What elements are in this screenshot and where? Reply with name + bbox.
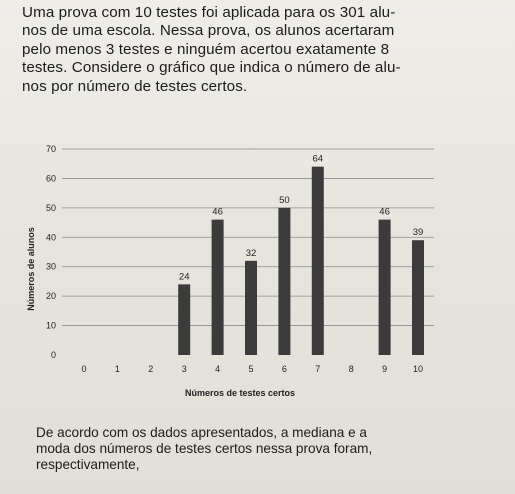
question-line: nos por número de testes certos. bbox=[22, 77, 248, 95]
prompt-line: moda dos números de testes certos nessa … bbox=[36, 441, 373, 457]
x-tick-label: 10 bbox=[413, 364, 423, 374]
y-tick-label: 0 bbox=[51, 350, 56, 360]
question-line: nos de uma escola. Nessa prova, os aluno… bbox=[22, 22, 395, 40]
bars bbox=[178, 166, 424, 355]
x-tick-label: 8 bbox=[349, 364, 354, 374]
bar-chart-svg: 0 10 20 30 40 50 60 70 0 1 2 3 4 5 6 7 8 9 10 24 46 32 50 64 4… bbox=[26, 144, 434, 398]
x-tick-label: 9 bbox=[382, 364, 387, 374]
y-tick-label: 10 bbox=[46, 321, 56, 331]
x-tick-label: 2 bbox=[148, 364, 153, 374]
bar bbox=[245, 260, 257, 355]
bar-value-label: 46 bbox=[212, 207, 223, 218]
bar-value-label: 46 bbox=[379, 207, 390, 218]
bar bbox=[211, 219, 224, 355]
bar bbox=[311, 166, 324, 355]
x-tick-label: 5 bbox=[248, 364, 253, 374]
bar bbox=[378, 219, 391, 355]
y-axis-title: Números de alunos bbox=[26, 227, 36, 311]
answer-prompt: De acordo com os dados apresentados, a m… bbox=[36, 425, 506, 474]
y-tick-label: 40 bbox=[46, 232, 56, 242]
x-tick-label: 3 bbox=[182, 364, 187, 374]
prompt-line: De acordo com os dados apresentados, a m… bbox=[36, 425, 367, 440]
y-tick-label: 50 bbox=[46, 203, 56, 213]
bar-value-label: 24 bbox=[179, 271, 190, 282]
x-tick-label: 6 bbox=[282, 364, 287, 374]
y-tick-label: 60 bbox=[46, 173, 56, 183]
bar bbox=[412, 240, 424, 355]
question-line: pelo menos 3 testes e ninguém acertou ex… bbox=[22, 40, 390, 58]
y-tick-label: 20 bbox=[46, 291, 56, 301]
bar-value-label: 39 bbox=[413, 227, 424, 238]
x-axis-title: Números de testes certos bbox=[185, 388, 295, 398]
bar-value-label: 50 bbox=[279, 195, 290, 206]
x-tick-label: 1 bbox=[115, 364, 120, 374]
x-tick-label: 7 bbox=[315, 364, 320, 374]
bar bbox=[278, 207, 291, 355]
data-labels: 24 46 32 50 64 46 39 bbox=[179, 154, 423, 283]
question-line: Uma prova com 10 testes foi aplicada par… bbox=[22, 4, 396, 21]
y-tick-label: 70 bbox=[46, 144, 56, 154]
bar bbox=[178, 284, 191, 355]
y-tick-labels: 0 10 20 30 40 50 60 70 bbox=[46, 144, 56, 360]
x-tick-label: 4 bbox=[215, 364, 220, 374]
x-tick-label: 0 bbox=[81, 364, 86, 374]
question-text: Uma prova com 10 testes foi aplicada par… bbox=[22, 4, 502, 96]
x-tick-labels: 0 1 2 3 4 5 6 7 8 9 10 bbox=[81, 364, 423, 374]
bar-value-label: 64 bbox=[313, 154, 324, 165]
bar-value-label: 32 bbox=[246, 248, 257, 259]
question-line: testes. Considere o gráfico que indica o… bbox=[22, 59, 401, 77]
y-tick-label: 30 bbox=[46, 262, 56, 272]
bar-chart: 0 10 20 30 40 50 60 70 0 1 2 3 4 5 6 7 8 9 10 24 46 32 50 64 4… bbox=[14, 134, 454, 414]
prompt-line: respectivamente, bbox=[36, 457, 140, 473]
